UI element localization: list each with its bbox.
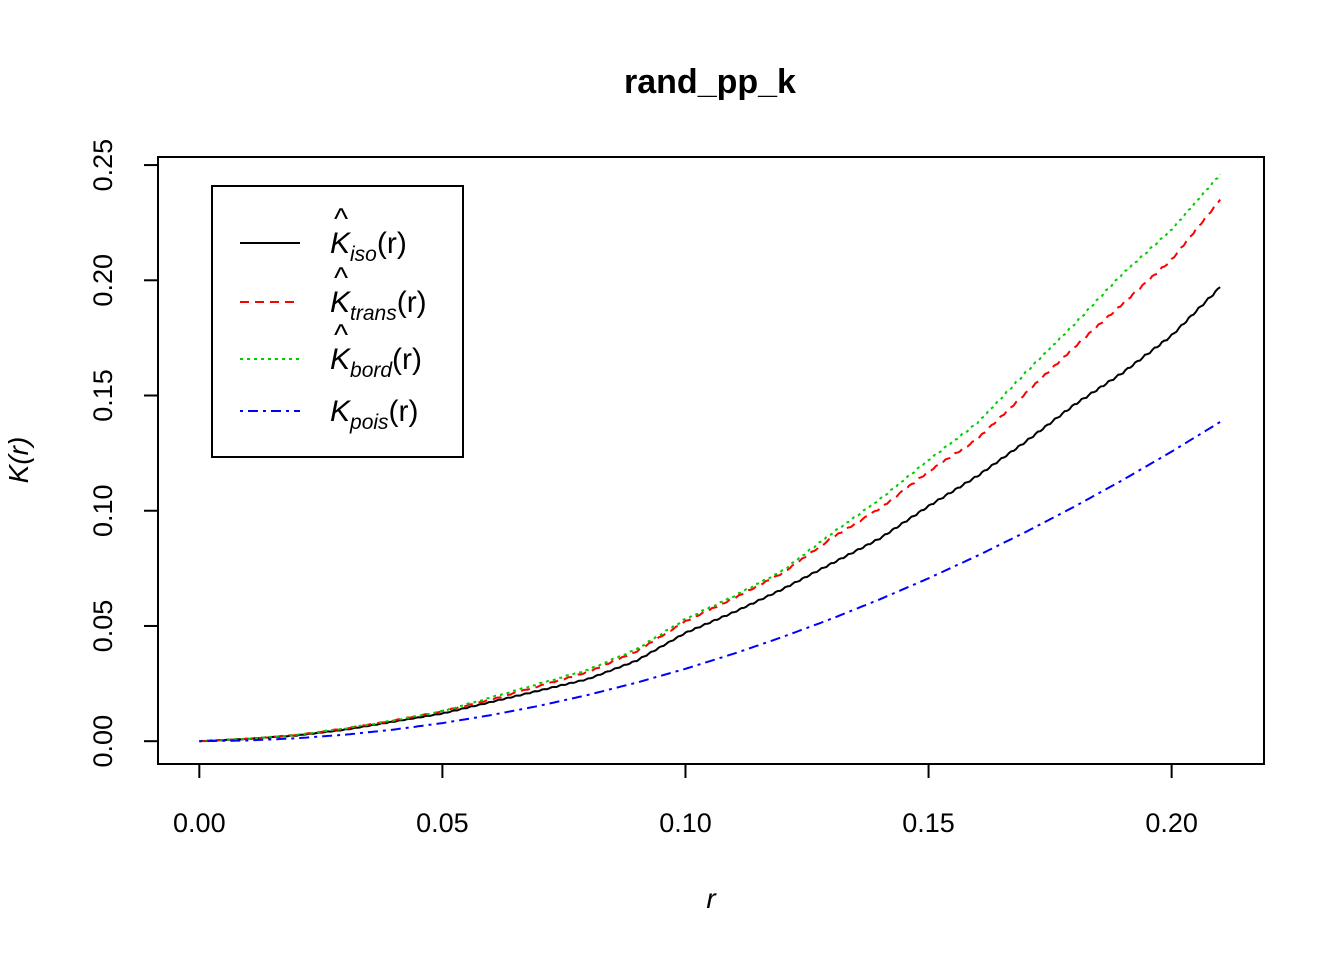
series-k-pois bbox=[199, 421, 1221, 743]
x-axis-label: r bbox=[706, 883, 717, 914]
legend-item-k-bord: Kbord(r)^ bbox=[240, 319, 422, 382]
x-axis: 0.00 0.05 0.10 0.15 0.20 bbox=[173, 763, 1198, 838]
legend-label: Kpois(r) bbox=[330, 395, 419, 434]
y-tick-label: 0.15 bbox=[88, 369, 118, 422]
legend-hat-accent: ^ bbox=[334, 203, 348, 236]
legend: Kiso(r)^Ktrans(r)^Kbord(r)^Kpois(r) bbox=[211, 185, 464, 458]
legend-item-k-trans: Ktrans(r)^ bbox=[240, 262, 427, 325]
y-axis: 0.00 0.05 0.10 0.15 0.20 0.25 bbox=[88, 139, 159, 768]
legend-label: Kiso(r) bbox=[330, 227, 407, 266]
series-k-iso bbox=[199, 286, 1221, 743]
series-k-trans bbox=[199, 198, 1221, 743]
y-tick-label: 0.25 bbox=[88, 139, 118, 192]
legend-item-k-pois: Kpois(r) bbox=[240, 395, 419, 434]
legend-item-k-iso: Kiso(r)^ bbox=[240, 203, 407, 266]
legend-label: Ktrans(r) bbox=[330, 286, 427, 325]
y-axis-label: K(r) bbox=[3, 437, 34, 484]
x-tick-label: 0.05 bbox=[416, 808, 469, 838]
x-tick-label: 0.15 bbox=[902, 808, 955, 838]
y-tick-label: 0.05 bbox=[88, 600, 118, 653]
x-tick-label: 0.10 bbox=[659, 808, 712, 838]
chart-title: rand_pp_k bbox=[624, 63, 796, 101]
series-layer bbox=[199, 173, 1222, 743]
y-tick-label: 0.00 bbox=[88, 715, 118, 768]
legend-box bbox=[211, 185, 464, 458]
y-tick-label: 0.10 bbox=[88, 484, 118, 537]
x-tick-label: 0.20 bbox=[1145, 808, 1198, 838]
y-tick-label: 0.20 bbox=[88, 254, 118, 307]
legend-hat-accent: ^ bbox=[334, 319, 348, 352]
x-tick-label: 0.00 bbox=[173, 808, 226, 838]
legend-label: Kbord(r) bbox=[330, 343, 422, 382]
series-k-bord bbox=[199, 173, 1222, 743]
legend-hat-accent: ^ bbox=[334, 262, 348, 295]
